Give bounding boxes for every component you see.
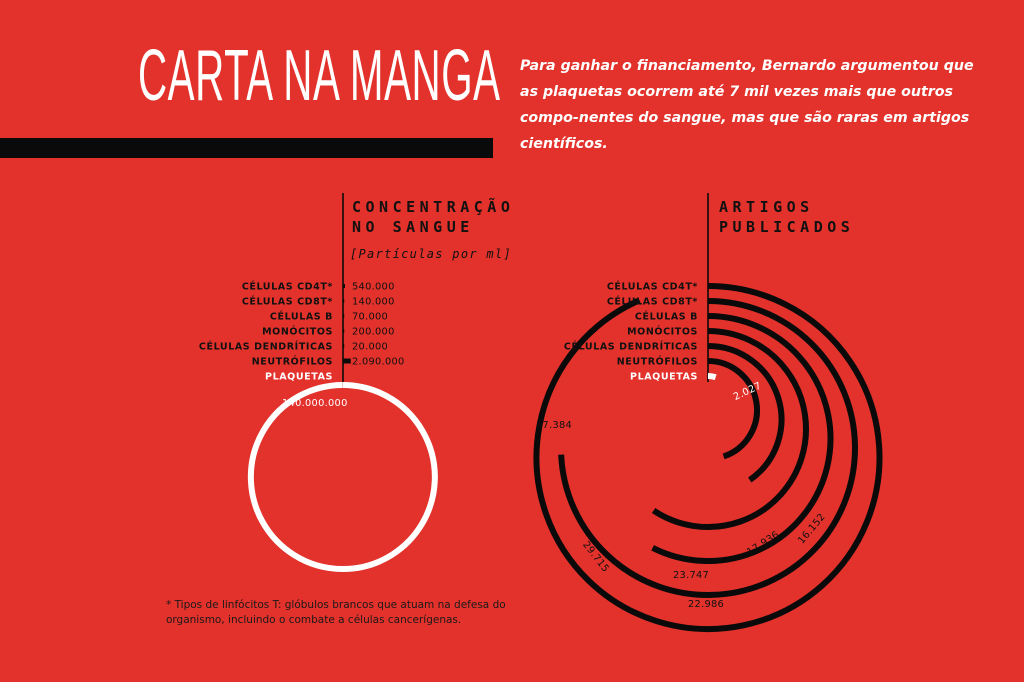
category-label: CÉLULAS CD4T* [607, 281, 698, 293]
category-label: PLAQUETAS [265, 372, 333, 383]
chart-arc [707, 372, 717, 381]
value-label: 22.986 [688, 599, 724, 610]
chart-arc [558, 298, 858, 598]
category-label: NEUTRÓFILOS [252, 356, 333, 368]
category-label: CÉLULAS B [270, 311, 333, 323]
value-label: 540.000 [352, 282, 395, 293]
left-chart-title-line1: CONCENTRAÇÃO [352, 197, 514, 216]
category-label: CÉLULAS CD8T* [242, 296, 333, 308]
value-label: 23.747 [673, 570, 709, 581]
value-label: 140.000 [352, 297, 395, 308]
published-articles-chart: ARTIGOS PUBLICADOS CÉLULAS CD4T* 37.384 CÉ… [533, 193, 883, 632]
chart-arc [651, 328, 809, 530]
left-chart-unit: [Partículas por ml] [350, 247, 512, 261]
chart-arc [651, 313, 834, 564]
page-title: CARTA NA MANGA [138, 36, 501, 116]
chart-arc [707, 358, 760, 460]
chart-arc [247, 382, 438, 572]
value-label: 70.000 [352, 312, 388, 323]
left-chart-title-line2: NO SANGUE [352, 218, 474, 236]
category-label: CÉLULAS CD4T* [242, 281, 333, 293]
blood-concentration-chart: CONCENTRAÇÃO NO SANGUE [Partículas por m… [199, 193, 514, 572]
right-chart-title-line1: ARTIGOS [719, 198, 814, 216]
category-label: MONÓCITOS [262, 326, 333, 338]
value-label: 200.000 [352, 327, 395, 338]
category-label: CÉLULAS DENDRÍTICAS [199, 341, 333, 353]
category-label: MONÓCITOS [627, 326, 698, 338]
category-label: CÉLULAS CD8T* [607, 296, 698, 308]
title-underline-bar [0, 138, 493, 158]
intro-text: Para ganhar o financiamento, Bernardo ar… [520, 58, 974, 152]
value-label: 2.090.000 [352, 357, 405, 368]
chart-arc [533, 283, 883, 632]
category-label: CÉLULAS B [635, 311, 698, 323]
category-label: CÉLULAS DENDRÍTICAS [564, 341, 698, 353]
chart-arc [707, 343, 785, 483]
value-label: 20.000 [352, 342, 388, 353]
value-label: 37.384 [536, 420, 572, 431]
footnote: * Tipos de linfócitos T: glóbulos branco… [166, 599, 506, 626]
right-chart-title-line2: PUBLICADOS [719, 218, 854, 236]
category-label: NEUTRÓFILOS [617, 356, 698, 368]
category-label: PLAQUETAS [630, 372, 698, 383]
value-label: 140.000.000 [282, 398, 348, 409]
